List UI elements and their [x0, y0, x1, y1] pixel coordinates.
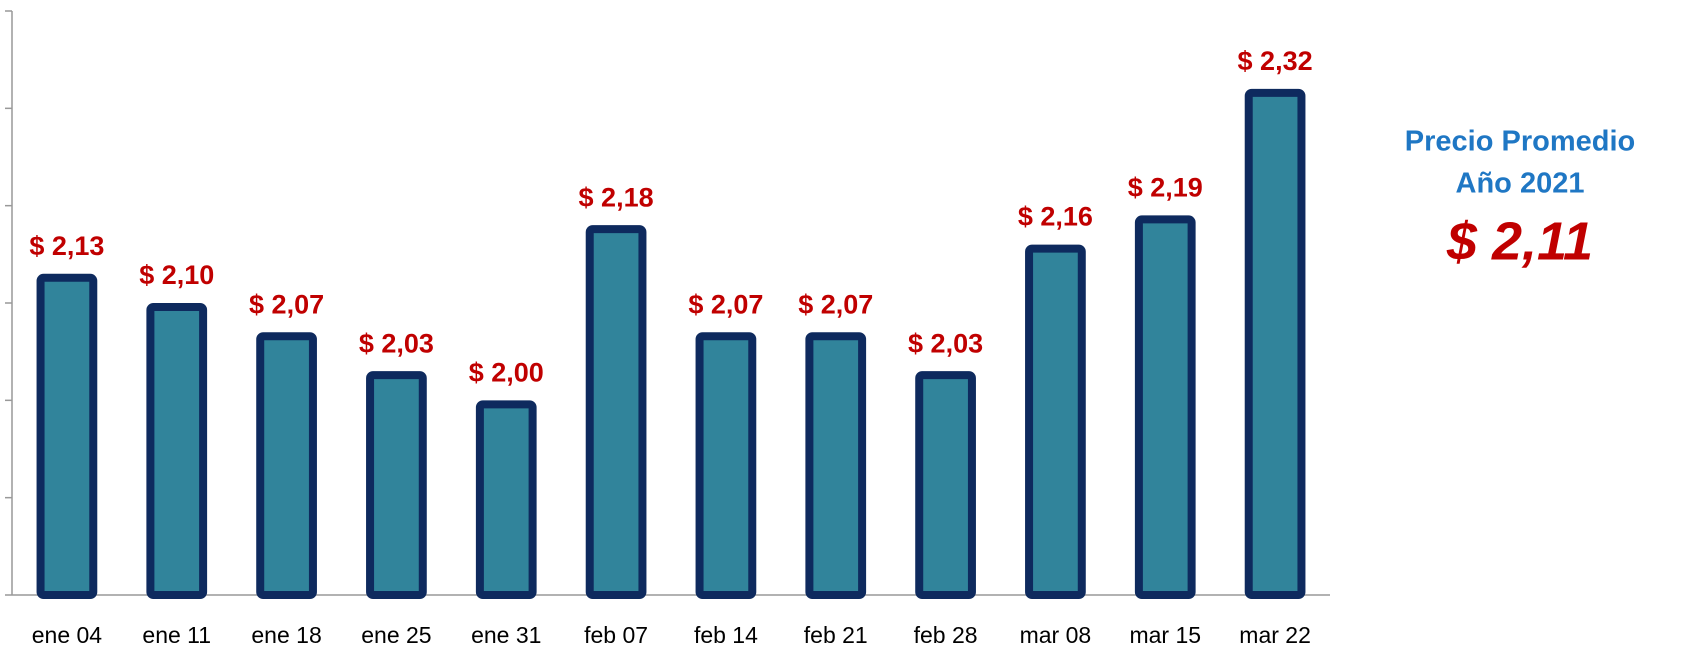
bar: [146, 303, 208, 599]
bar: [1244, 88, 1306, 599]
value-label: $ 2,07: [688, 289, 763, 319]
bar: [366, 371, 427, 599]
x-tick-label: ene 31: [471, 622, 541, 647]
x-tick-label: ene 04: [32, 622, 103, 647]
value-label: $ 2,13: [29, 231, 104, 261]
bar: [36, 273, 98, 599]
value-label: $ 2,03: [359, 328, 434, 358]
value-label: $ 2,32: [1238, 46, 1313, 76]
annotation: Precio Promedio: [1405, 126, 1635, 158]
value-label: $ 2,19: [1128, 173, 1203, 203]
bar: [695, 332, 757, 599]
x-tick-label: mar 15: [1129, 622, 1201, 647]
bar: [475, 400, 537, 600]
value-label: $ 2,10: [139, 260, 214, 290]
bar: [256, 332, 317, 599]
annotation: Año 2021: [1456, 168, 1585, 200]
bar: [915, 371, 976, 599]
value-label: $ 2,03: [908, 328, 983, 358]
x-tick-label: mar 08: [1020, 622, 1092, 647]
bar: [585, 225, 647, 599]
value-label: $ 2,18: [579, 182, 654, 212]
x-tick-label: ene 11: [142, 622, 211, 647]
x-tick-label: feb 21: [804, 622, 868, 647]
value-label: $ 2,07: [798, 289, 873, 319]
x-tick-label: feb 28: [914, 622, 978, 647]
value-label: $ 2,00: [469, 357, 544, 387]
x-tick-label: mar 22: [1239, 622, 1311, 647]
value-label: $ 2,16: [1018, 202, 1093, 232]
value-label: $ 2,07: [249, 289, 324, 319]
x-tick-label: feb 07: [584, 622, 648, 647]
x-tick-label: ene 25: [361, 622, 431, 647]
bar: [1025, 244, 1086, 599]
x-tick-label: ene 18: [251, 622, 321, 647]
annotation: $ 2,11: [1446, 211, 1593, 271]
bar: [1134, 215, 1196, 599]
x-tick-label: feb 14: [694, 622, 758, 647]
bar: [805, 332, 867, 599]
